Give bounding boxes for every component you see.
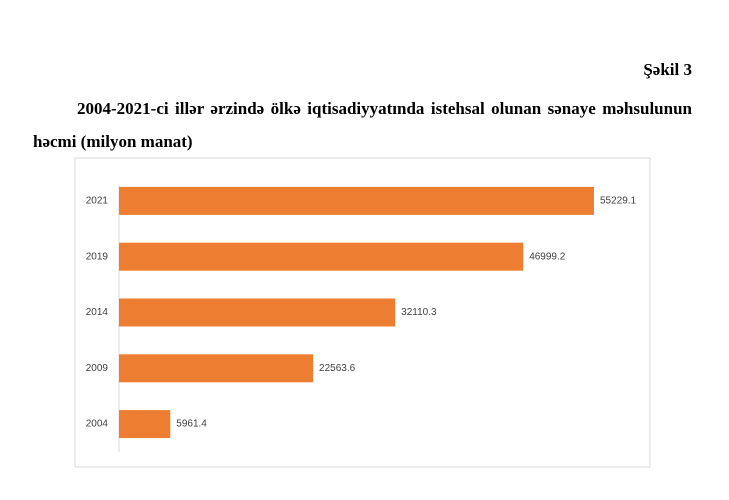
bar xyxy=(119,354,314,383)
data-label: 55229.1 xyxy=(600,196,637,207)
data-label: 46999.2 xyxy=(529,251,566,262)
data-label: 22563.6 xyxy=(319,363,356,374)
y-tick-label: 2014 xyxy=(86,307,109,318)
bar xyxy=(119,410,171,439)
bar xyxy=(119,298,396,327)
bar xyxy=(119,186,594,215)
figure-label: Şəkil 3 xyxy=(643,60,692,79)
data-label: 5961.4 xyxy=(176,419,207,430)
figure-caption: 2004-2021-ci illər ərzində ölkə iqtisadi… xyxy=(33,99,692,151)
y-tick-label: 2019 xyxy=(86,251,109,262)
y-tick-label: 2021 xyxy=(86,196,109,207)
data-label: 32110.3 xyxy=(401,307,437,318)
bar xyxy=(119,242,524,271)
y-tick-label: 2009 xyxy=(86,363,109,374)
y-tick-label: 2004 xyxy=(86,419,109,430)
